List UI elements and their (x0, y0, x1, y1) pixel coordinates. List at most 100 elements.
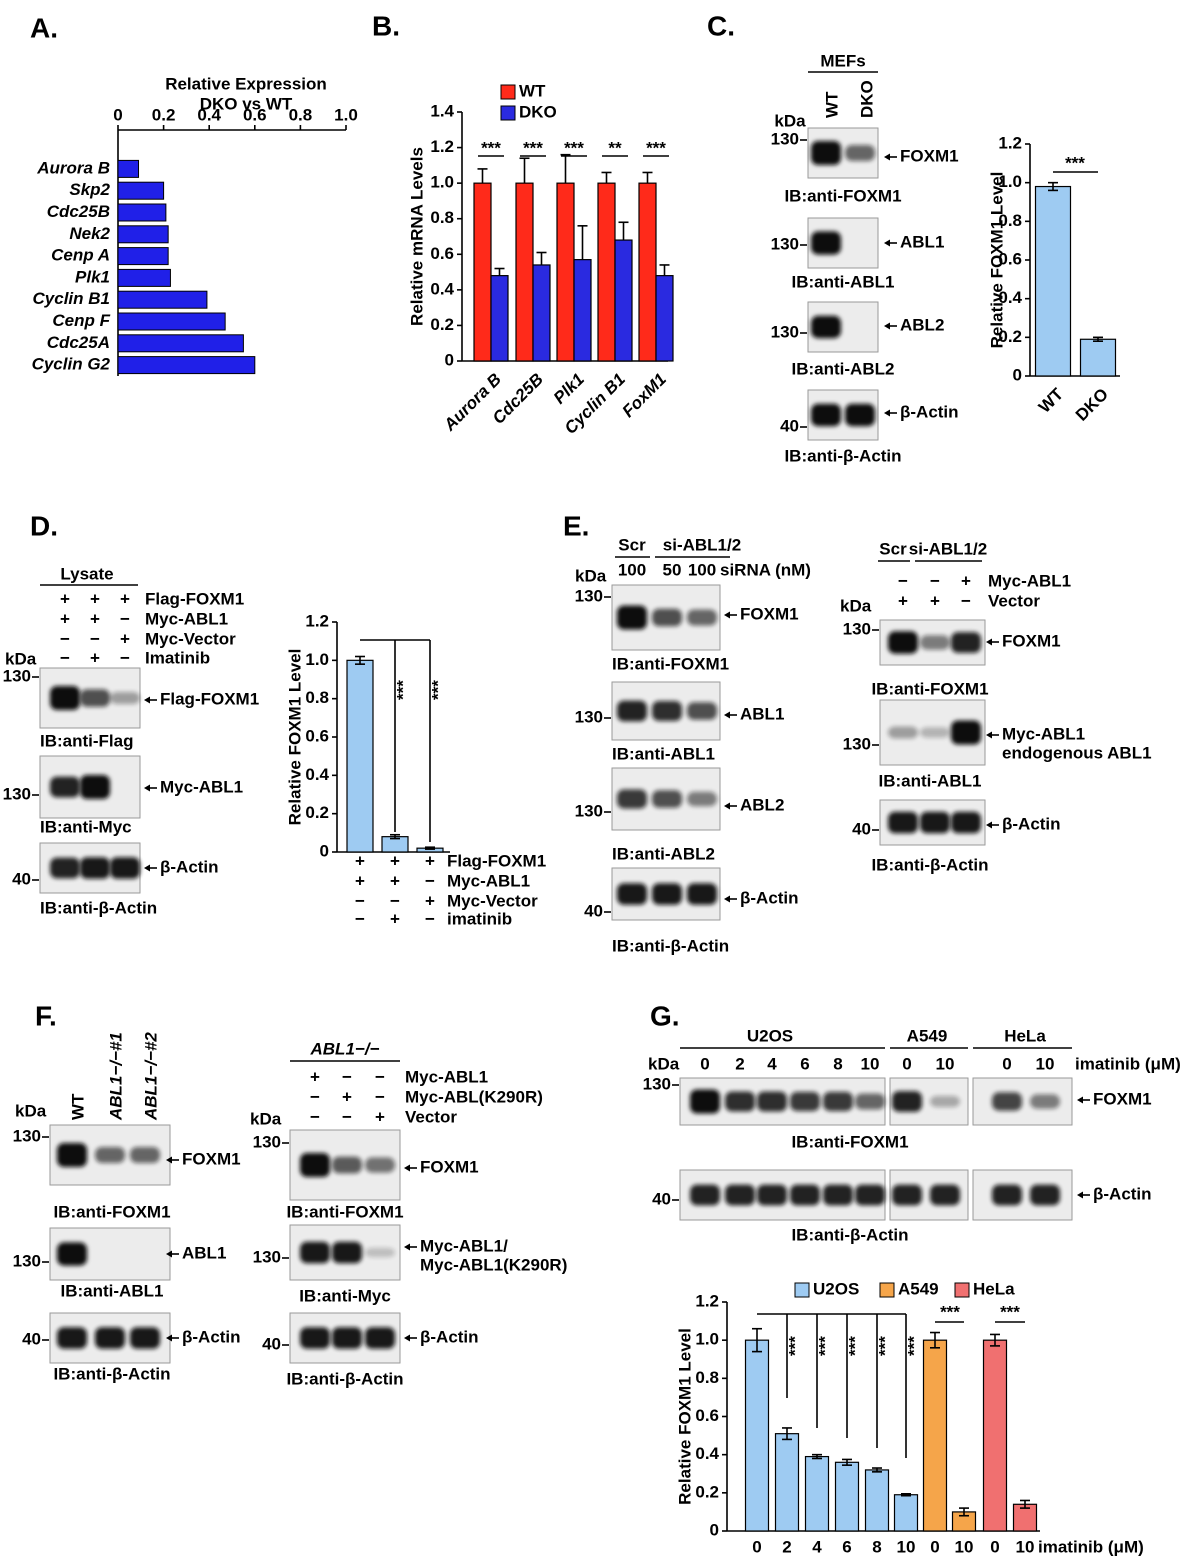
band (130, 1147, 160, 1163)
band (332, 1327, 362, 1349)
lane-label: WT (822, 91, 841, 118)
dose: 8 (833, 1054, 842, 1073)
condition-symbol: − (310, 1107, 320, 1126)
condition-symbol: + (355, 871, 365, 890)
ib-label: IB:anti-β-Actin (53, 1364, 170, 1383)
band (687, 883, 717, 905)
band (888, 726, 918, 739)
band (757, 1184, 787, 1206)
band (951, 632, 981, 653)
group-label: Scr (879, 539, 907, 558)
bar (117, 290, 208, 309)
category-label: Aurora B (36, 158, 110, 177)
condition-symbol: + (961, 571, 971, 590)
arrowhead (166, 1156, 172, 1164)
kda-marker: 40 (852, 819, 871, 838)
condition-symbol: + (425, 851, 435, 870)
band (50, 686, 80, 710)
kda: kDa (5, 649, 37, 668)
band-label: Myc-ABL1(K290R) (420, 1255, 567, 1274)
x-tick-label: FoxM1 (618, 370, 670, 422)
bar (117, 356, 256, 375)
band-label: Myc-ABL1 (160, 777, 243, 796)
kda-marker: 40 (652, 1189, 671, 1208)
condition-symbol: + (90, 609, 100, 628)
category-label: Skp2 (69, 180, 110, 199)
bar (597, 182, 616, 362)
arrowhead (404, 1243, 410, 1251)
bar (1079, 338, 1117, 377)
category-label: Cdc25A (47, 333, 110, 352)
condition-label: imatinib (447, 909, 512, 928)
ib-label: IB:anti-β-Actin (40, 898, 157, 917)
bar (117, 225, 169, 244)
condition-symbol: − (90, 629, 100, 648)
group-label: si-ABL1/2 (909, 539, 987, 558)
group-label: HeLa (1004, 1026, 1046, 1045)
panel-label: G. (650, 1000, 680, 1031)
x-tick-label: 10 (1016, 1537, 1035, 1556)
x-tick-label: 1.0 (334, 105, 358, 124)
bar (117, 181, 165, 200)
kda-marker: 130 (843, 734, 871, 753)
ib-label: IB:anti-β-Actin (286, 1369, 403, 1388)
band (920, 811, 950, 834)
band-label: FOXM1 (420, 1157, 479, 1176)
band-label: β-Actin (740, 888, 799, 907)
bar (117, 268, 171, 287)
y-tick-label: 1.0 (305, 650, 329, 669)
band-label: FOXM1 (1093, 1089, 1152, 1108)
y-tick-label: 1.2 (305, 611, 329, 630)
bar (556, 182, 575, 362)
bar (893, 1494, 919, 1532)
ib-label: IB:anti-FOXM1 (53, 1202, 170, 1221)
bar (490, 275, 509, 362)
condition-symbol: + (310, 1067, 320, 1086)
band (617, 883, 647, 905)
ib-label: IB:anti-FOXM1 (286, 1202, 403, 1221)
condition-symbol: + (930, 591, 940, 610)
kda-marker: 130 (771, 129, 799, 148)
kda-marker: 130 (771, 322, 799, 341)
condition-symbol: − (355, 909, 365, 928)
bar (922, 1339, 948, 1532)
ib-label: IB:anti-Myc (40, 817, 132, 836)
category-label: Cyclin B1 (33, 289, 110, 308)
band (300, 1327, 330, 1349)
band (57, 1143, 87, 1167)
condition-label: Myc-ABL1 (405, 1067, 488, 1086)
arrowhead (986, 638, 992, 646)
band-label: Myc-ABL1/ (420, 1236, 508, 1255)
group-label: U2OS (747, 1026, 793, 1045)
condition-symbol: − (355, 891, 365, 910)
condition-symbol: − (342, 1107, 352, 1126)
y-tick-label: 1.0 (430, 173, 454, 192)
band-label: ABL2 (900, 315, 944, 334)
condition-label: Myc-ABL1 (988, 571, 1071, 590)
condition-label: Myc-ABL(K290R) (405, 1087, 543, 1106)
condition-label: Myc-Vector (447, 891, 538, 910)
y-tick-label: 0.2 (695, 1482, 719, 1501)
ib-label: IB:anti-Flag (40, 731, 134, 750)
y-tick-label: 1.0 (998, 172, 1022, 191)
arrowhead (404, 1164, 410, 1172)
band-label: ABL1 (182, 1243, 226, 1262)
dose: 4 (767, 1054, 777, 1073)
band-label: β-Actin (160, 857, 219, 876)
band (725, 1184, 755, 1206)
y-tick-label: 1.4 (430, 101, 454, 120)
arrowhead (724, 711, 730, 719)
dose: 0 (1002, 1054, 1011, 1073)
band (951, 720, 981, 745)
bar (117, 203, 167, 222)
bar (117, 334, 244, 353)
condition-symbol: + (90, 589, 100, 608)
condition-symbol: − (120, 609, 130, 628)
y-axis-label: Relative FOXM1 Level (285, 649, 304, 826)
arrowhead (884, 409, 890, 417)
x-tick-label: 0 (113, 105, 122, 124)
kda: kDa (15, 1101, 47, 1120)
band (332, 1241, 362, 1264)
y-tick-label: 0.2 (998, 327, 1022, 346)
